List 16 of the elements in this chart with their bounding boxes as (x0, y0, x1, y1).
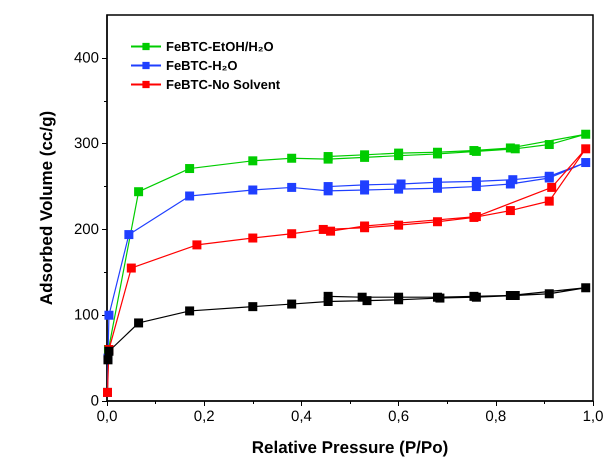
y-tick-label: 300 (74, 135, 99, 152)
y-tick-label: 100 (74, 306, 99, 324)
x-axis-title: Relative Pressure (P/Po) (252, 438, 448, 457)
legend-label: FeBTC-H₂O (166, 58, 238, 73)
x-tick-label: 0,8 (485, 408, 506, 425)
legend-label: FeBTC-EtOH/H₂O (166, 39, 274, 54)
y-tick-label: 0 (90, 392, 99, 410)
x-tick-label: 0,2 (194, 408, 215, 425)
legend-label: FeBTC-No Solvent (166, 77, 281, 92)
y-tick-label: 400 (74, 49, 99, 66)
y-axis-title: Adsorbed Volume (cc/g) (37, 110, 56, 306)
x-tick-label: 1,0 (582, 408, 604, 425)
y-tick-label: 200 (74, 220, 99, 238)
x-tick-label: 0,6 (388, 408, 410, 425)
x-tick-label: 0,4 (290, 408, 312, 425)
x-tick-label: 0,0 (96, 408, 118, 425)
